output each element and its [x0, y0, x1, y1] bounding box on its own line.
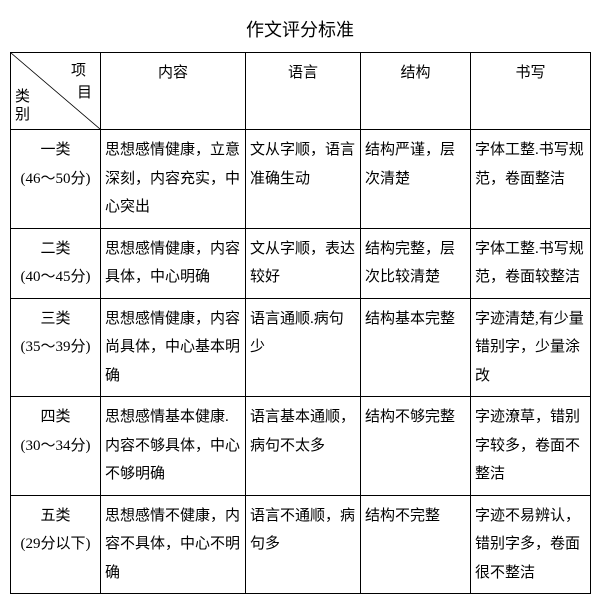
- category-range: (35～39分): [15, 333, 96, 362]
- cell-language: 文从字顺，语言准确生动: [246, 130, 361, 229]
- category-range: (40～45分): [15, 263, 96, 292]
- table-row: 二类 (40～45分) 思想感情健康，内容具体，中心明确 文从字顺，表达较好 结…: [11, 228, 591, 298]
- cell-content: 思想感情基本健康.内容不够具体，中心不够明确: [101, 397, 246, 496]
- table-body: 一类 (46～50分) 思想感情健康，立意深刻，内容充实，中心突出 文从字顺，语…: [11, 130, 591, 594]
- cell-writing: 字体工整.书写规范，卷面较整洁: [471, 228, 591, 298]
- category-name: 五类: [15, 502, 96, 531]
- table-row: 四类 (30～34分) 思想感情基本健康.内容不够具体，中心不够明确 语言基本通…: [11, 397, 591, 496]
- category-range: (29分以下): [15, 530, 96, 559]
- cell-content: 思想感情健康，立意深刻，内容充实，中心突出: [101, 130, 246, 229]
- rubric-table: 项 目 类 别 内容 语言 结构 书写 一类 (46～50分) 思想感情健康，立…: [10, 52, 591, 594]
- col-header-structure: 结构: [361, 53, 471, 130]
- cell-structure: 结构不够完整: [361, 397, 471, 496]
- header-row: 项 目 类 别 内容 语言 结构 书写: [11, 53, 591, 130]
- category-cell: 三类 (35～39分): [11, 298, 101, 397]
- page-title: 作文评分标准: [10, 16, 590, 42]
- category-name: 三类: [15, 305, 96, 334]
- cell-writing: 字迹潦草，错别字较多，卷面不整洁: [471, 397, 591, 496]
- cell-content: 思想感情健康，内容尚具体，中心基本明确: [101, 298, 246, 397]
- diag-label-bottom2: 别: [15, 101, 30, 130]
- diag-label-top2: 目: [77, 79, 92, 108]
- col-header-writing: 书写: [471, 53, 591, 130]
- category-cell: 五类 (29分以下): [11, 495, 101, 594]
- cell-content: 思想感情不健康，内容不具体，中心不明确: [101, 495, 246, 594]
- category-name: 二类: [15, 235, 96, 264]
- cell-language: 文从字顺，表达较好: [246, 228, 361, 298]
- cell-structure: 结构不完整: [361, 495, 471, 594]
- cell-writing: 字体工整.书写规范，卷面整洁: [471, 130, 591, 229]
- category-range: (46～50分): [15, 165, 96, 194]
- cell-language: 语言基本通顺，病句不太多: [246, 397, 361, 496]
- category-name: 四类: [15, 403, 96, 432]
- table-row: 五类 (29分以下) 思想感情不健康，内容不具体，中心不明确 语言不通顺，病句多…: [11, 495, 591, 594]
- table-row: 一类 (46～50分) 思想感情健康，立意深刻，内容充实，中心突出 文从字顺，语…: [11, 130, 591, 229]
- cell-structure: 结构严谨，层次清楚: [361, 130, 471, 229]
- col-header-content: 内容: [101, 53, 246, 130]
- category-cell: 一类 (46～50分): [11, 130, 101, 229]
- col-header-language: 语言: [246, 53, 361, 130]
- category-cell: 二类 (40～45分): [11, 228, 101, 298]
- cell-structure: 结构基本完整: [361, 298, 471, 397]
- table-row: 三类 (35～39分) 思想感情健康，内容尚具体，中心基本明确 语言通顺.病句少…: [11, 298, 591, 397]
- category-range: (30～34分): [15, 432, 96, 461]
- cell-language: 语言不通顺，病句多: [246, 495, 361, 594]
- header-diagonal: 项 目 类 别: [11, 53, 101, 130]
- cell-writing: 字迹不易辨认，错别字多，卷面很不整洁: [471, 495, 591, 594]
- cell-structure: 结构完整，层次比较清楚: [361, 228, 471, 298]
- cell-language: 语言通顺.病句少: [246, 298, 361, 397]
- category-cell: 四类 (30～34分): [11, 397, 101, 496]
- cell-writing: 字迹清楚,有少量错别字，少量涂改: [471, 298, 591, 397]
- cell-content: 思想感情健康，内容具体，中心明确: [101, 228, 246, 298]
- category-name: 一类: [15, 136, 96, 165]
